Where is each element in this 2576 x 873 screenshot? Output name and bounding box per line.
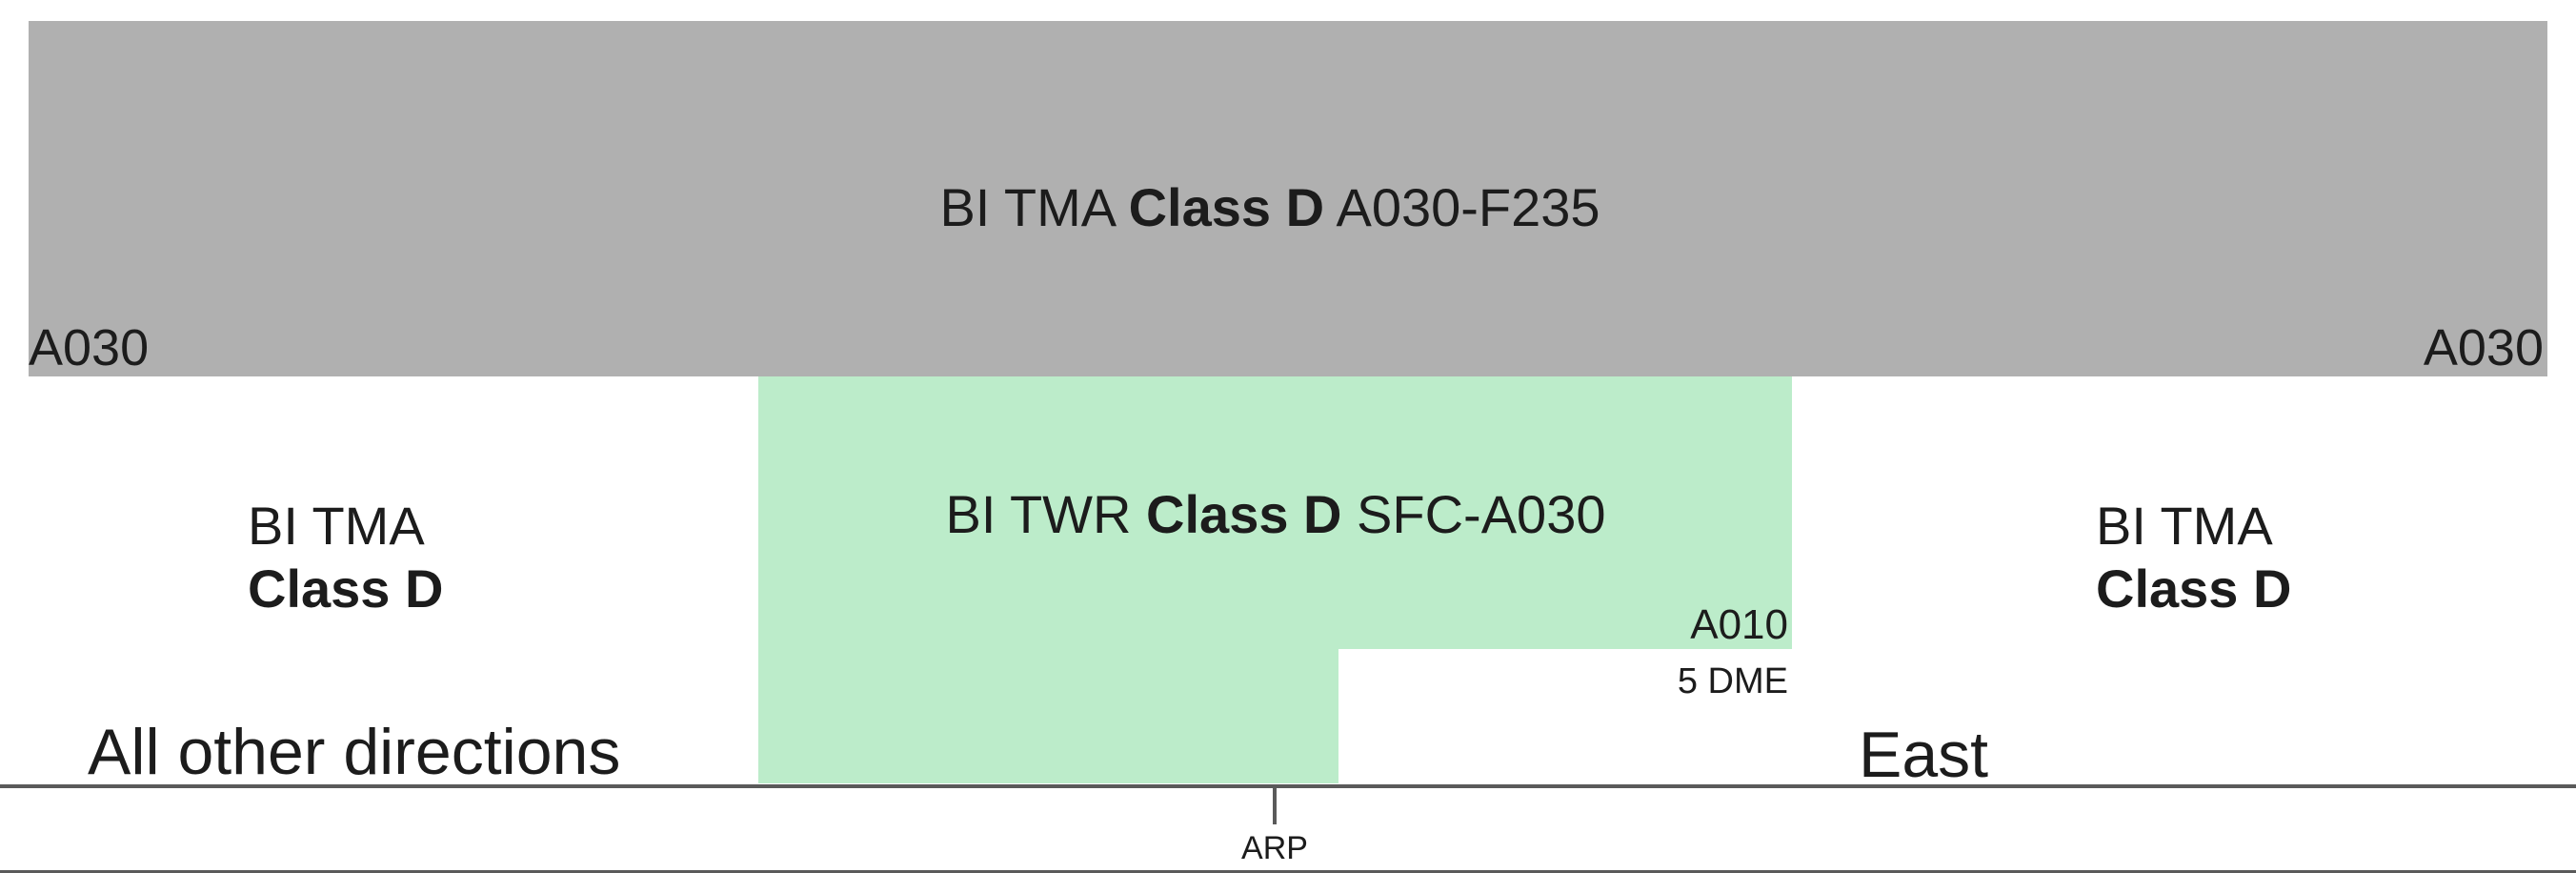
twr-limits: SFC-A030 <box>1357 484 1606 544</box>
bottom-border <box>0 870 2576 873</box>
twr-prefix: BI TWR <box>945 484 1132 544</box>
tma-side-right-label: BI TMA Class D <box>2096 495 2291 620</box>
tma-upper-prefix: BI TMA <box>939 177 1115 237</box>
tma-side-left-class: Class D <box>248 558 444 619</box>
tma-side-left-label: BI TMA Class D <box>248 495 443 620</box>
tma-upper-label: BI TMA Class D A030-F235 <box>939 181 1600 234</box>
arp-marker <box>1273 788 1277 824</box>
tma-side-left-name: BI TMA <box>248 496 425 556</box>
twr-step-distance: 5 DME <box>1677 661 1788 701</box>
tma-upper-class: Class D <box>1128 177 1325 237</box>
tma-base-right: A030 <box>2423 319 2544 376</box>
ground-line <box>0 784 2576 788</box>
twr-step-altitude: A010 <box>1690 601 1788 648</box>
arp-label: ARP <box>1241 830 1308 866</box>
tma-class-d-upper-area <box>29 21 2547 376</box>
direction-left-label: All other directions <box>88 716 621 788</box>
tma-base-left: A030 <box>29 319 150 376</box>
direction-right-label: East <box>1858 719 1989 791</box>
twr-class: Class D <box>1146 484 1342 544</box>
twr-class-d-area-upper <box>758 376 1792 649</box>
tma-upper-limits: A030-F235 <box>1336 177 1600 237</box>
twr-label: BI TWR Class D SFC-A030 <box>946 488 1606 541</box>
twr-class-d-area-lower <box>758 649 1338 783</box>
tma-side-right-name: BI TMA <box>2096 496 2273 556</box>
tma-side-right-class: Class D <box>2096 558 2292 619</box>
